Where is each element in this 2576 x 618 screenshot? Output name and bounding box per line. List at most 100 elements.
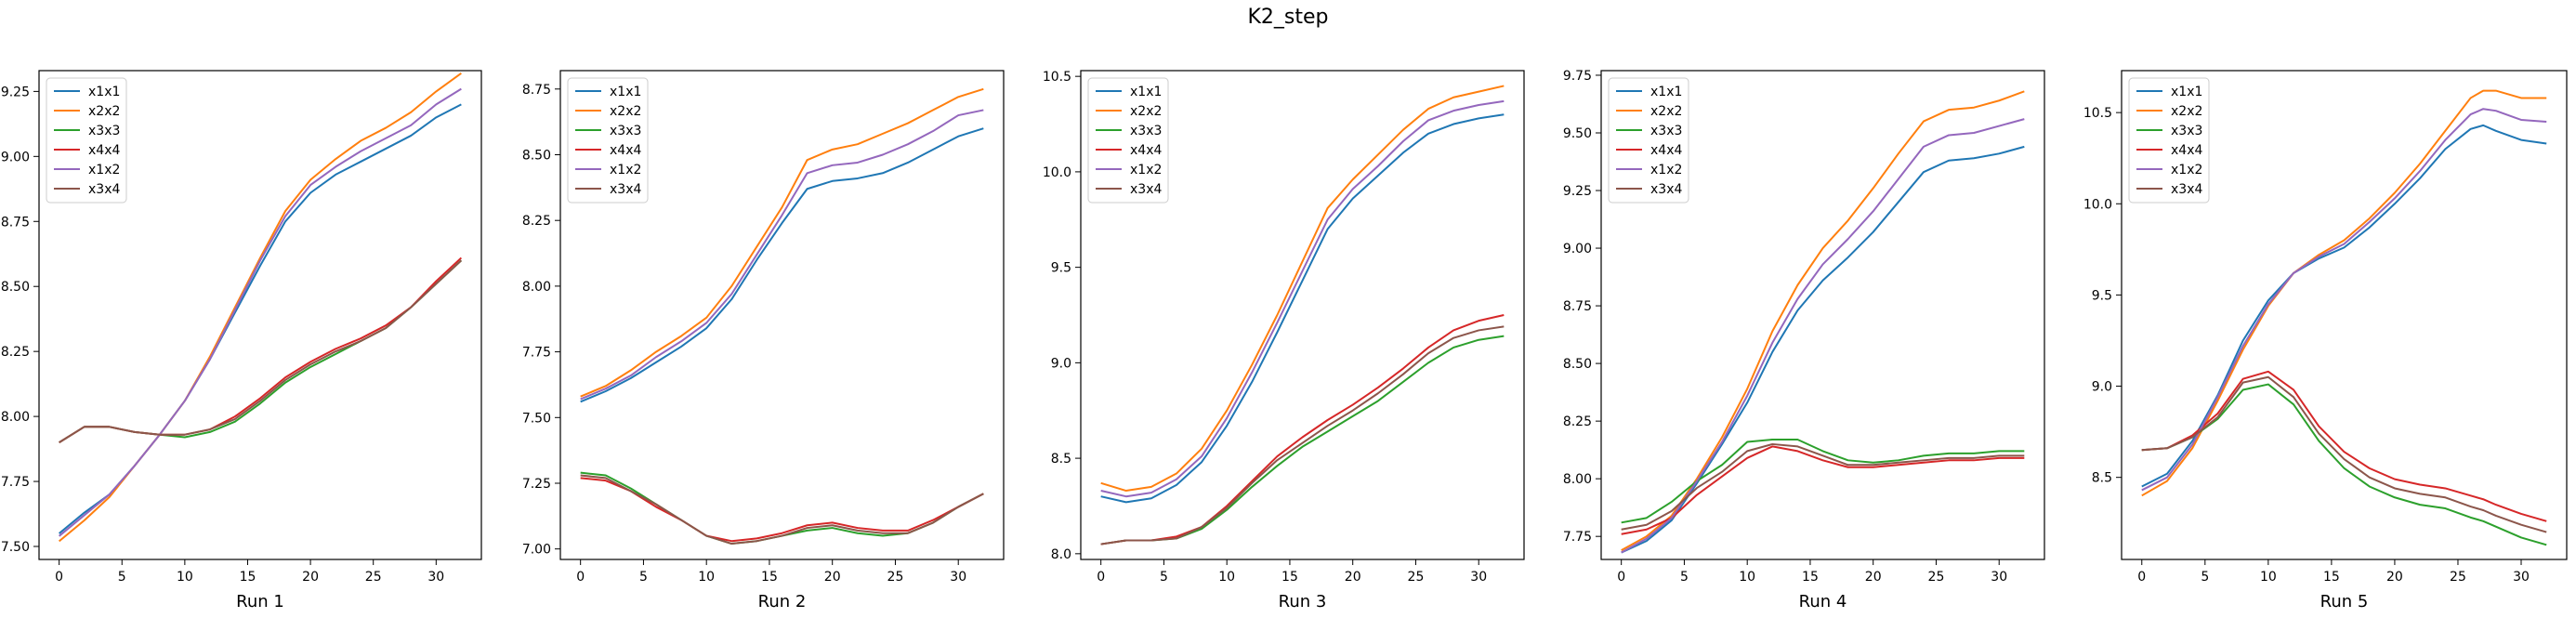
legend-label-x1x1: x1x1 [1650,85,1682,99]
y-tick-label: 9.0 [1051,356,1071,371]
y-tick-label: 9.50 [1563,126,1592,141]
legend-label-x3x4: x3x4 [610,182,641,197]
x-tick-label: 20 [824,570,841,585]
y-tick-label: 8.00 [522,280,551,295]
series-line-x1x1 [1100,113,1505,504]
y-tick-label: 7.75 [1563,530,1592,545]
legend-label-x4x4: x4x4 [1130,143,1162,158]
x-tick-label: 15 [240,570,256,585]
legend-label-x3x3: x3x3 [1650,124,1682,138]
legend-label-x1x1: x1x1 [88,85,120,99]
legend: x1x1 x2x2 x3x3 x4x4 x1x2 x3x4 [1087,77,1169,204]
legend-label-x3x4: x3x4 [1130,182,1162,197]
series-line-x1x2 [59,87,462,537]
x-tick-label: 30 [950,570,966,585]
legend-label-x3x3: x3x3 [610,124,641,138]
x-axis-label: Run 1 [236,592,284,611]
legend-label-x4x4: x4x4 [2171,143,2202,158]
legend-label-x1x2: x1x2 [610,163,641,178]
y-tick-label: 7.25 [522,477,551,492]
x-tick-label: 15 [761,570,778,585]
y-tick-label: 9.25 [1563,184,1592,199]
x-tick-label: 0 [1617,570,1625,585]
legend-label-x2x2: x2x2 [1130,104,1162,119]
y-tick-label: 8.00 [1,410,30,425]
x-tick-label: 15 [1281,570,1298,585]
series-line-x3x3 [1100,335,1505,546]
series-line-x3x4 [2141,375,2547,533]
x-axis-label: Run 5 [2320,592,2369,611]
y-tick-label: 9.25 [1,85,30,99]
x-tick-label: 0 [2137,570,2146,585]
y-tick-label: 7.75 [1,475,30,490]
legend: x1x1 x2x2 x3x3 x4x4 x1x2 x3x4 [46,77,127,204]
x-tick-label: 15 [2323,570,2340,585]
x-tick-label: 20 [302,570,319,585]
y-tick-label: 8.75 [1563,299,1592,314]
legend-box [46,77,127,204]
subplot-run-2: 0 5 10 15 20 25 30 7.00 7.25 7.50 7.75 8.00 8.25 8.50… [522,70,1005,611]
x-tick-label: 10 [698,570,715,585]
figure-title: K2_step [1247,6,1329,29]
legend-label-x1x2: x1x2 [1130,163,1162,178]
legend-label-x3x4: x3x4 [2171,182,2202,197]
x-tick-label: 25 [1408,570,1425,585]
series-line-x4x4 [59,256,463,443]
series-line-x1x2 [2141,108,2547,492]
x-tick-label: 0 [1097,570,1105,585]
series-line-x4x4 [1621,445,2025,535]
series-line-x2x2 [1100,85,1505,493]
y-tick-label: 10.5 [1043,70,1071,85]
axes-frame [559,70,1005,560]
x-tick-label: 15 [1802,570,1819,585]
y-tick-label: 10.0 [1043,165,1071,180]
x-tick-label: 5 [2201,570,2209,585]
legend-label-x4x4: x4x4 [1650,143,1682,158]
y-tick-label: 8.5 [2092,471,2112,486]
legend-box [1608,77,1689,204]
series-line-x4x4 [1100,314,1505,546]
x-tick-label: 30 [1991,570,2007,585]
y-tick-label: 7.75 [522,346,551,361]
y-tick-label: 9.5 [1051,261,1071,276]
series-line-x2x2 [580,87,984,398]
y-tick-label: 7.00 [522,543,551,558]
legend-label-x1x1: x1x1 [2171,85,2202,99]
y-tick-label: 9.5 [2092,288,2112,303]
subplot-run-5: 0 5 10 15 20 25 30 8.5 9.0 9.5 10.0 10.5 Run 5 x1x1 x2… [2083,70,2568,611]
x-tick-label: 10 [1739,570,1755,585]
legend: x1x1 x2x2 x3x3 x4x4 x1x2 x3x4 [567,77,649,204]
axes-frame [38,70,482,560]
x-tick-label: 5 [639,570,648,585]
x-tick-label: 25 [887,570,904,585]
y-tick-label: 8.75 [1,215,30,230]
legend-label-x3x4: x3x4 [1650,182,1682,197]
legend-box [567,77,649,204]
x-tick-label: 30 [427,570,444,585]
legend-label-x4x4: x4x4 [610,143,641,158]
x-axis-label: Run 4 [1799,592,1847,611]
legend-label-x1x2: x1x2 [88,163,120,178]
legend-label-x1x1: x1x1 [1130,85,1162,99]
legend: x1x1 x2x2 x3x3 x4x4 x1x2 x3x4 [1608,77,1689,204]
series-line-x1x1 [1621,145,2025,554]
legend-label-x1x2: x1x2 [1650,163,1682,178]
y-tick-label: 8.50 [522,148,551,163]
series-line-x3x3 [2141,383,2547,546]
series-line-x3x4 [580,474,984,546]
y-tick-label: 9.00 [1,150,30,164]
y-tick-label: 8.75 [522,83,551,98]
x-tick-label: 0 [55,570,63,585]
legend-label-x3x4: x3x4 [88,182,120,197]
series-line-x3x4 [1100,325,1505,546]
legend-label-x3x3: x3x3 [1130,124,1162,138]
y-tick-label: 8.0 [1051,547,1071,562]
legend-label-x1x1: x1x1 [610,85,641,99]
x-tick-label: 25 [365,570,382,585]
x-axis-label: Run 2 [758,592,807,611]
x-tick-label: 20 [1345,570,1361,585]
x-tick-label: 10 [1218,570,1235,585]
series-line-x2x2 [2141,89,2547,497]
axes-frame [1080,70,1525,560]
